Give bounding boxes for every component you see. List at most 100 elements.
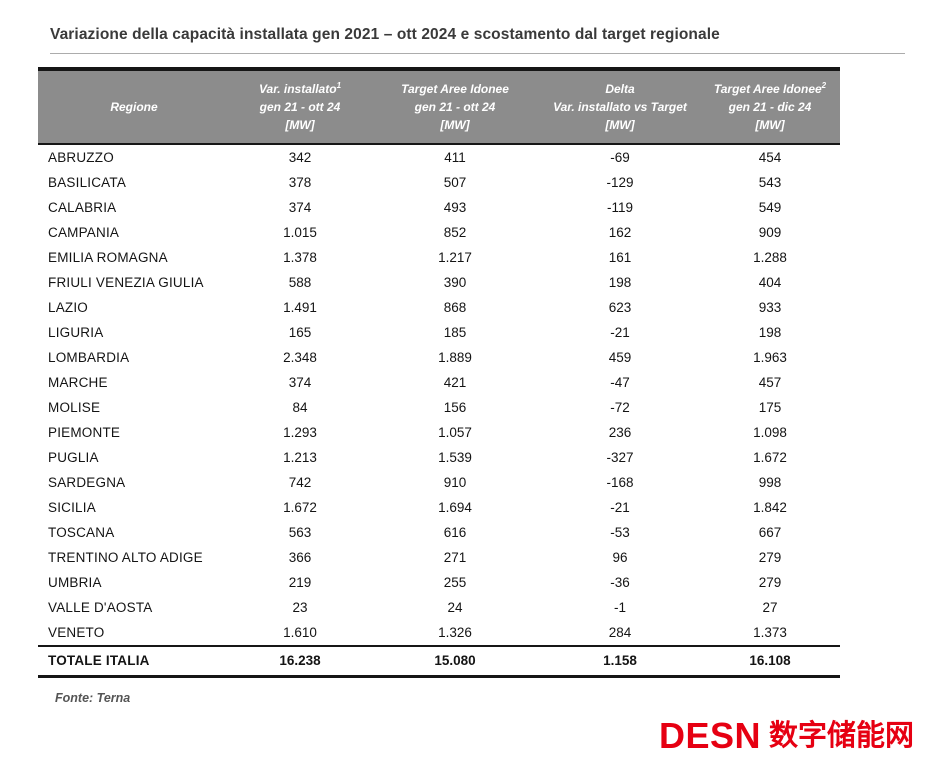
- table-row: LIGURIA 165 185 -21 198: [38, 320, 840, 345]
- value-cell: 1.842: [753, 500, 787, 515]
- value-cell: 454: [758, 150, 782, 165]
- capacity-table: Regione Var. installato1 gen 21 - ott 24…: [38, 67, 840, 678]
- table-row: LOMBARDIA 2.348 1.889 459 1.963: [38, 345, 840, 370]
- table-row: TRENTINO ALTO ADIGE 366 271 96 279: [38, 545, 840, 570]
- value-cell: 1.217: [438, 250, 472, 265]
- header-line: gen 21 - dic 24: [728, 100, 812, 114]
- header-line: Target Aree Idonee: [713, 82, 822, 96]
- value-cell: 255: [443, 575, 467, 590]
- value-cell: -1: [613, 600, 626, 615]
- value-cell: 1.293: [283, 425, 317, 440]
- header-line: Delta: [605, 82, 635, 96]
- region-cell: TRENTINO ALTO ADIGE: [48, 550, 203, 565]
- value-cell: 667: [758, 525, 782, 540]
- region-cell: ABRUZZO: [48, 150, 114, 165]
- value-cell: 15.080: [370, 645, 540, 677]
- value-cell: 1.057: [438, 425, 472, 440]
- value-cell: 543: [758, 175, 782, 190]
- value-cell: 1.672: [283, 500, 317, 515]
- page-title: Variazione della capacità installata gen…: [50, 26, 720, 43]
- table-row: SICILIA 1.672 1.694 -21 1.842: [38, 495, 840, 520]
- value-cell: 175: [758, 400, 782, 415]
- table-row: MOLISE 84 156 -72 175: [38, 395, 840, 420]
- value-cell: 219: [288, 575, 312, 590]
- value-cell: 1.672: [753, 450, 787, 465]
- value-cell: 563: [288, 525, 312, 540]
- header-line: gen 21 - ott 24: [414, 100, 496, 114]
- region-cell: MOLISE: [48, 400, 101, 415]
- value-cell: 1.539: [438, 450, 472, 465]
- header-line: Var. installato vs Target: [553, 100, 687, 114]
- value-cell: 366: [288, 550, 312, 565]
- table-row: BASILICATA 378 507 -129 543: [38, 170, 840, 195]
- desn-logo: DESN 数字储能网: [659, 718, 914, 754]
- value-cell: 198: [608, 275, 632, 290]
- value-cell: 16.238: [230, 645, 370, 677]
- header-line: Var. installato: [258, 82, 337, 96]
- value-cell: -129: [606, 175, 634, 190]
- value-cell: 23: [292, 600, 308, 615]
- title-divider: [50, 53, 905, 54]
- table-row: CAMPANIA 1.015 852 162 909: [38, 220, 840, 245]
- value-cell: 390: [443, 275, 467, 290]
- value-cell: 378: [288, 175, 312, 190]
- desn-logo-cjk-text: 数字储能网: [768, 719, 914, 752]
- desn-logo-latin-text: DESN: [658, 715, 761, 756]
- region-cell: VALLE D'AOSTA: [48, 600, 153, 615]
- source-note: Fonte: Terna: [55, 691, 131, 705]
- value-cell: 2.348: [283, 350, 317, 365]
- value-cell: 279: [758, 575, 782, 590]
- value-cell: 933: [758, 300, 782, 315]
- region-cell: PUGLIA: [48, 450, 99, 465]
- table-row: PIEMONTE 1.293 1.057 236 1.098: [38, 420, 840, 445]
- column-header-regione: Regione: [38, 68, 230, 145]
- header-line: [MW]: [285, 118, 315, 132]
- value-cell: 1.963: [753, 350, 787, 365]
- table-row: VALLE D'AOSTA 23 24 -1 27: [38, 595, 840, 620]
- value-cell: 27: [762, 600, 778, 615]
- value-cell: -21: [610, 500, 630, 515]
- value-cell: 1.213: [283, 450, 317, 465]
- value-cell: 198: [758, 325, 782, 340]
- value-cell: 271: [443, 550, 467, 565]
- header-line: [MW]: [605, 118, 635, 132]
- value-cell: 1.158: [540, 645, 700, 677]
- region-cell: SARDEGNA: [48, 475, 126, 490]
- value-cell: 84: [292, 400, 308, 415]
- value-cell: 374: [288, 200, 312, 215]
- value-cell: 910: [443, 475, 467, 490]
- region-cell: LOMBARDIA: [48, 350, 130, 365]
- table-row: CALABRIA 374 493 -119 549: [38, 195, 840, 220]
- header-line: [MW]: [440, 118, 470, 132]
- table-row: EMILIA ROMAGNA 1.378 1.217 161 1.288: [38, 245, 840, 270]
- region-cell: LAZIO: [48, 300, 89, 315]
- value-cell: 998: [758, 475, 782, 490]
- column-header-var-installato: Var. installato1 gen 21 - ott 24 [MW]: [230, 68, 370, 145]
- table-row: UMBRIA 219 255 -36 279: [38, 570, 840, 595]
- value-cell: -327: [606, 450, 634, 465]
- value-cell: 374: [288, 375, 312, 390]
- value-cell: 1.015: [283, 225, 317, 240]
- footnote-marker: 2: [821, 81, 827, 90]
- region-cell: EMILIA ROMAGNA: [48, 250, 168, 265]
- value-cell: 24: [447, 600, 463, 615]
- value-cell: 588: [288, 275, 312, 290]
- table-row: PUGLIA 1.213 1.539 -327 1.672: [38, 445, 840, 470]
- table-row: TOSCANA 563 616 -53 667: [38, 520, 840, 545]
- value-cell: 1.491: [283, 300, 317, 315]
- region-cell: TOSCANA: [48, 525, 115, 540]
- value-cell: -53: [610, 525, 630, 540]
- value-cell: 1.889: [438, 350, 472, 365]
- value-cell: 868: [443, 300, 467, 315]
- value-cell: 236: [608, 425, 632, 440]
- value-cell: 162: [608, 225, 632, 240]
- value-cell: 909: [758, 225, 782, 240]
- value-cell: 411: [444, 150, 466, 165]
- region-cell: VENETO: [48, 625, 105, 640]
- table-header-row: Regione Var. installato1 gen 21 - ott 24…: [38, 68, 840, 145]
- value-cell: 507: [443, 175, 467, 190]
- region-cell: MARCHE: [48, 375, 108, 390]
- value-cell: 16.108: [700, 645, 840, 677]
- value-cell: 1.373: [753, 625, 787, 640]
- value-cell: -168: [606, 475, 634, 490]
